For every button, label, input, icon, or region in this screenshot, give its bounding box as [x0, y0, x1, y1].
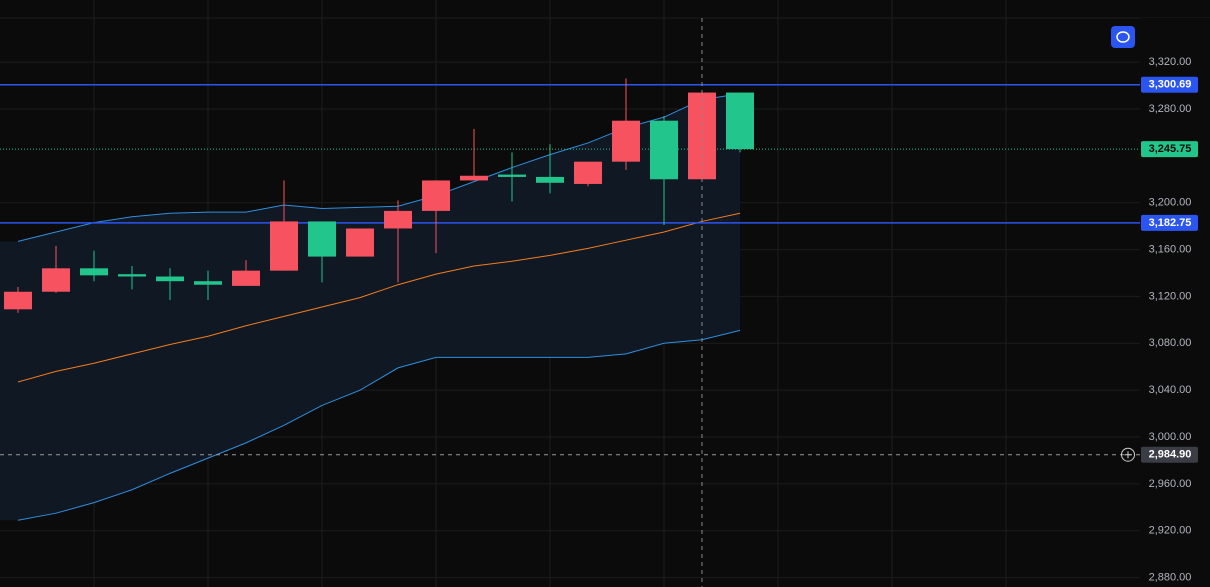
candle-body — [80, 268, 108, 276]
price-label-box — [1141, 446, 1198, 463]
price-label-box — [1141, 141, 1198, 158]
candle-body — [346, 228, 374, 257]
price-label: 3,182.75 — [1149, 217, 1192, 229]
price-axis — [1140, 18, 1210, 587]
y-tick-label: 3,160.00 — [1149, 243, 1192, 255]
candle-body — [308, 221, 336, 257]
candle-body — [726, 92, 754, 150]
candle-body — [612, 120, 640, 162]
candle-body — [688, 92, 716, 180]
candle-body — [270, 221, 298, 271]
y-tick-label: 3,080.00 — [1149, 337, 1192, 349]
candle-body — [536, 176, 564, 183]
price-label: 3,245.75 — [1149, 143, 1192, 155]
y-tick-label: 3,120.00 — [1149, 290, 1192, 302]
y-tick-label: 3,040.00 — [1149, 384, 1192, 396]
price-label-box — [1141, 76, 1198, 93]
add-alert-icon[interactable] — [1121, 447, 1135, 462]
y-tick-label: 3,200.00 — [1149, 197, 1192, 209]
y-tick-label: 2,880.00 — [1149, 572, 1192, 584]
reset-button[interactable] — [1111, 26, 1135, 48]
candle-body — [574, 161, 602, 184]
candle-body — [384, 210, 412, 229]
candle-body — [460, 175, 488, 181]
price-label: 3,300.69 — [1149, 79, 1192, 91]
y-tick-label: 3,320.00 — [1149, 56, 1192, 68]
axis-layer: 3,320.00 3,280.00 3,200.00 3,160.00 3,120.00… — [1121, 56, 1198, 584]
y-tick-label: 2,960.00 — [1149, 478, 1192, 490]
candle-body — [42, 268, 70, 292]
candle-body — [498, 174, 526, 177]
candle-body — [156, 276, 184, 282]
add-alert-plus — [1124, 451, 1132, 459]
y-tick-label: 2,920.00 — [1149, 525, 1192, 537]
band-fill — [0, 93, 740, 521]
candle-body — [4, 291, 32, 310]
indicator-line — [17, 329, 741, 521]
price-label: 2,984.90 — [1149, 449, 1192, 461]
candle-body — [232, 270, 260, 286]
price-label-box — [1141, 214, 1198, 231]
indicator-line — [17, 212, 741, 383]
reset-icon — [1116, 31, 1130, 43]
candle-body — [650, 120, 678, 180]
y-tick-label: 3,000.00 — [1149, 431, 1192, 443]
y-tick-label: 3,280.00 — [1149, 103, 1192, 115]
candle-body — [118, 274, 146, 277]
candle-body — [194, 281, 222, 285]
candle-body — [422, 180, 450, 211]
